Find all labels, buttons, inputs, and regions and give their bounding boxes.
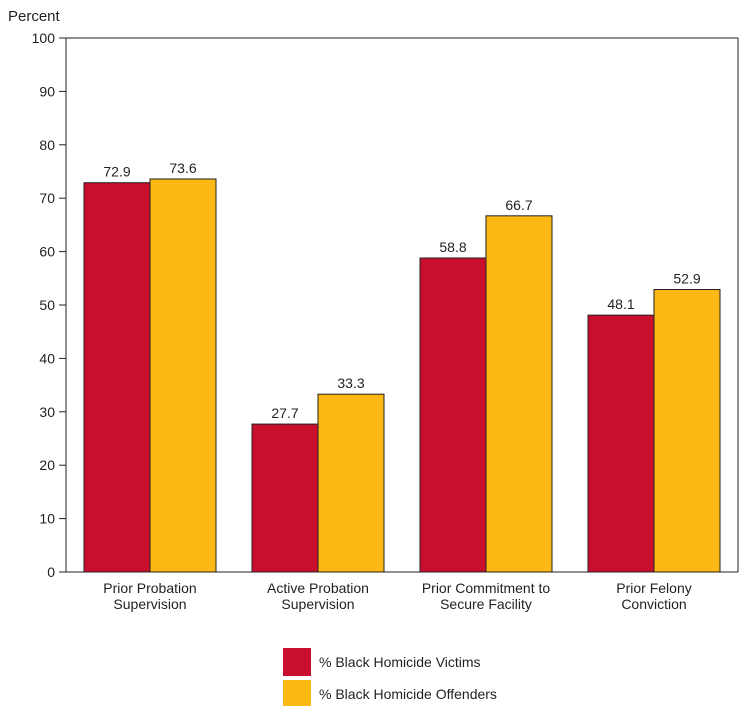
- bar: [251, 423, 319, 573]
- value-labels-group: 72.9 73.6 27.7 33.3 58.8 66.7 48.1 52.9: [103, 160, 700, 421]
- bar: [485, 215, 553, 573]
- x-tick-label: Prior Felony: [616, 580, 691, 596]
- bar: [83, 182, 151, 573]
- bar-value-label: 72.9: [103, 164, 130, 180]
- legend-label: % Black Homicide Victims: [319, 654, 481, 670]
- bar-value-label: 73.6: [169, 160, 196, 176]
- bar: [317, 393, 385, 573]
- x-tick-label: Prior Commitment to: [422, 580, 551, 596]
- bar-value-label: 52.9: [673, 271, 700, 287]
- bar: [419, 257, 487, 573]
- x-tick-label: Supervision: [113, 596, 186, 612]
- legend-swatch: [283, 648, 311, 676]
- bar: [653, 289, 721, 573]
- x-tick-label: Active Probation: [267, 580, 369, 596]
- bar: [149, 178, 217, 573]
- y-axis-label: Percent: [8, 8, 61, 25]
- y-tick-label: 80: [39, 137, 55, 153]
- bar-value-label: 66.7: [505, 197, 532, 213]
- y-tick-label: 20: [39, 457, 55, 473]
- x-tick-label: Prior Probation: [103, 580, 196, 596]
- bar-value-label: 33.3: [337, 375, 364, 391]
- y-tick-label: 0: [47, 564, 55, 580]
- y-tick-label: 40: [39, 350, 55, 366]
- x-tick-label: Conviction: [621, 596, 686, 612]
- x-tick-label: Secure Facility: [440, 596, 532, 612]
- plot-frame: [65, 37, 739, 573]
- y-tick-label: 60: [39, 244, 55, 260]
- y-tick-label: 70: [39, 190, 55, 206]
- bar-value-label: 58.8: [439, 239, 466, 255]
- legend: % Black Homicide Victims % Black Homicide…: [283, 648, 497, 708]
- bars-group: [83, 178, 721, 573]
- bar-value-label: 48.1: [607, 296, 634, 312]
- legend-swatch: [283, 680, 311, 708]
- bar: [587, 314, 655, 573]
- y-tick-label: 50: [39, 297, 55, 313]
- bar-value-label: 27.7: [271, 405, 298, 421]
- y-tick-label: 90: [39, 83, 55, 99]
- y-axis: 0 10 20 30 40 50 60 70 80 90 100: [32, 30, 66, 580]
- y-tick-label: 10: [39, 511, 55, 527]
- legend-label: % Black Homicide Offenders: [319, 686, 497, 702]
- x-tick-label: Supervision: [281, 596, 354, 612]
- y-tick-label: 100: [32, 30, 56, 46]
- y-tick-label: 30: [39, 404, 55, 420]
